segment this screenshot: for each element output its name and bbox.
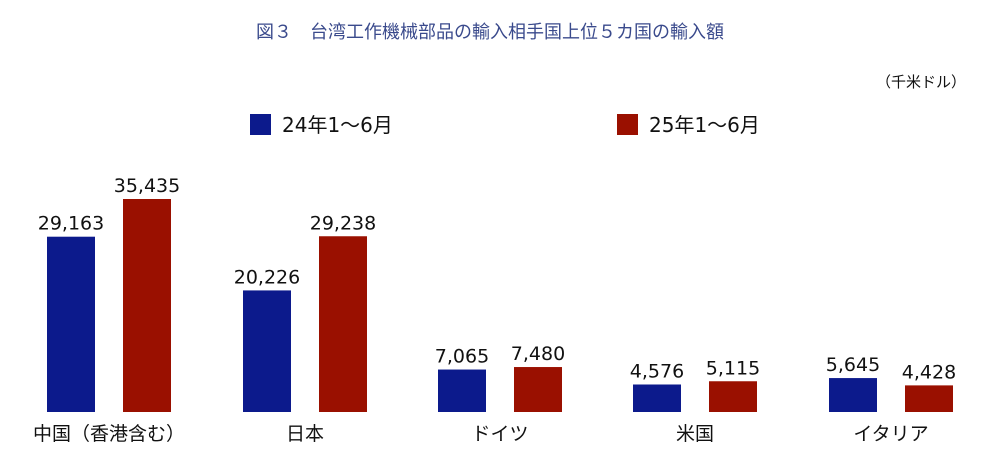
value-label-2024-3: 4,576 [630, 360, 684, 382]
chart-title: 図３ 台湾工作機械部品の輸入相手国上位５カ国の輸入額 [256, 22, 724, 43]
category-labels-group: 中国（香港含む） 日本 ドイツ 米国 イタリア [33, 423, 929, 445]
value-label-2024-4: 5,645 [826, 354, 880, 376]
bar-2024-1 [243, 290, 291, 412]
value-label-2025-3: 5,115 [706, 357, 760, 379]
legend-swatch-2025 [617, 114, 638, 135]
legend-label-2024: 24年1～6月 [282, 113, 393, 137]
value-label-2025-0: 35,435 [114, 175, 180, 197]
unit-label: （千米ドル） [876, 73, 966, 91]
category-label-0: 中国（香港含む） [33, 423, 185, 445]
bar-2024-4 [829, 378, 877, 412]
bars-group [47, 199, 953, 412]
value-labels-group: 29,163 35,435 20,226 29,238 7,065 7,480 4,576 5… [38, 175, 956, 383]
bar-2024-0 [47, 236, 95, 412]
bar-2025-0 [123, 199, 171, 412]
value-label-2024-0: 29,163 [38, 213, 104, 235]
bar-2025-4 [905, 385, 953, 412]
value-label-2025-2: 7,480 [511, 343, 565, 365]
bar-2025-3 [709, 381, 757, 412]
bar-2024-2 [438, 369, 486, 412]
category-label-3: 米国 [676, 423, 714, 445]
legend-swatch-2024 [250, 114, 271, 135]
legend-label-2025: 25年1～6月 [649, 113, 760, 137]
category-label-2: ドイツ [471, 423, 528, 445]
value-label-2025-4: 4,428 [902, 361, 956, 383]
value-label-2024-2: 7,065 [435, 346, 489, 368]
bar-2025-2 [514, 367, 562, 412]
value-label-2025-1: 29,238 [310, 212, 376, 234]
bar-2024-3 [633, 384, 681, 412]
value-label-2024-1: 20,226 [234, 266, 300, 288]
category-label-4: イタリア [853, 423, 928, 445]
bar-2025-1 [319, 236, 367, 412]
category-label-1: 日本 [286, 423, 324, 445]
